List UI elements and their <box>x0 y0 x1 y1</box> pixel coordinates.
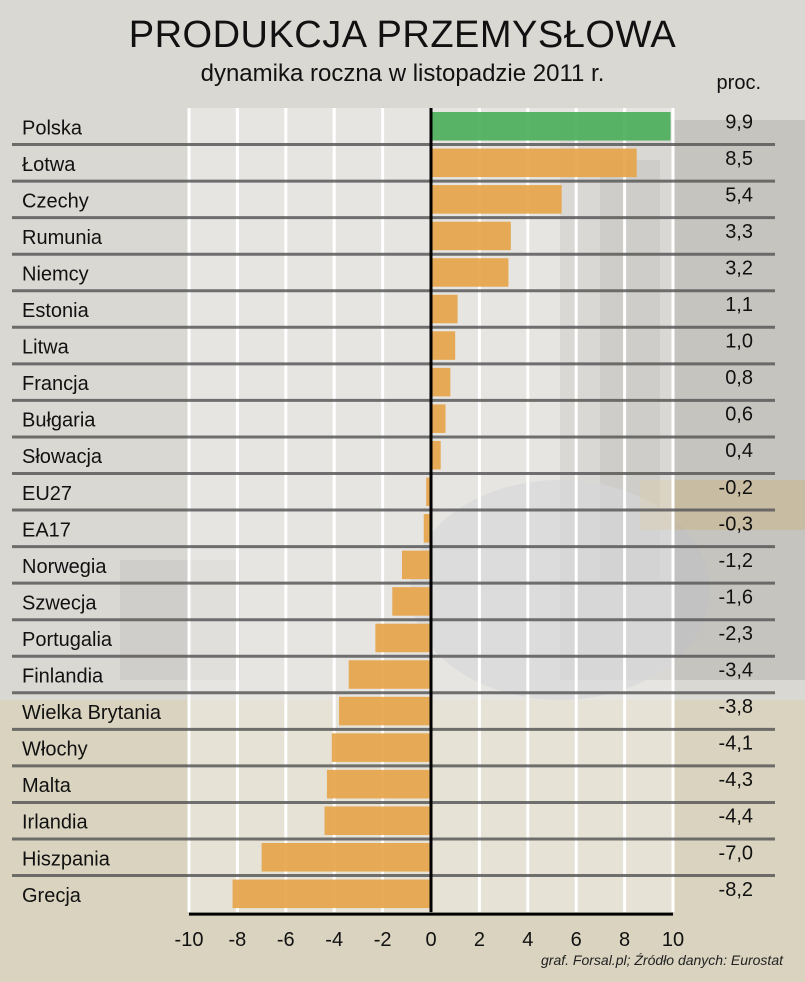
bar <box>431 221 511 251</box>
category-label: Francja <box>22 373 90 395</box>
category-label: Litwa <box>22 337 70 359</box>
category-label: Rumunia <box>22 227 103 249</box>
value-label: 0,8 <box>725 367 753 389</box>
bar <box>326 769 431 799</box>
value-label: 9,9 <box>725 111 753 133</box>
category-label: Malta <box>22 775 72 797</box>
value-label: 8,5 <box>725 148 753 170</box>
value-label: -4,3 <box>719 769 753 791</box>
bar <box>423 514 431 543</box>
bar <box>232 879 431 909</box>
category-label: EU27 <box>22 483 72 505</box>
x-tick-label: 4 <box>522 929 533 951</box>
x-tick-label: -2 <box>374 929 392 951</box>
bar <box>339 696 431 726</box>
category-label: EA17 <box>22 519 71 541</box>
chart-title: PRODUKCJA PRZEMYSŁOWA <box>128 14 677 56</box>
category-label: Irlandia <box>22 812 88 834</box>
value-label: -0,3 <box>719 513 753 535</box>
value-label: -4,4 <box>719 806 753 828</box>
x-tick-label: -4 <box>325 929 343 951</box>
bar <box>431 367 451 397</box>
bar <box>426 477 431 507</box>
value-label: 1,1 <box>725 294 753 316</box>
category-label: Łotwa <box>22 154 76 176</box>
category-label: Finlandia <box>22 666 104 688</box>
bar <box>348 660 431 689</box>
category-label: Bułgaria <box>22 410 96 432</box>
category-label: Polska <box>22 117 83 139</box>
x-tick-label: -6 <box>277 929 295 951</box>
x-tick-label: 6 <box>571 929 582 951</box>
bar <box>431 148 637 178</box>
bar <box>375 623 431 653</box>
value-label: 1,0 <box>725 331 753 353</box>
bar <box>401 550 431 580</box>
bar <box>431 404 446 433</box>
chart-subtitle: dynamika roczna w listopadzie 2011 r. <box>200 60 605 87</box>
value-label: -3,4 <box>719 660 753 682</box>
value-label: 5,4 <box>725 184 753 206</box>
bar <box>261 843 431 872</box>
value-label: -7,0 <box>719 842 753 864</box>
value-label: -0,2 <box>719 477 753 499</box>
source-note: graf. Forsal.pl; Źródło danych: Eurostat <box>541 952 783 968</box>
category-label: Włochy <box>22 739 88 761</box>
bar <box>392 587 431 616</box>
value-label: -8,2 <box>719 879 753 901</box>
category-label: Norwegia <box>22 556 107 578</box>
category-label: Wielka Brytania <box>22 702 162 724</box>
category-label: Słowacja <box>22 446 103 468</box>
category-label: Niemcy <box>22 263 89 285</box>
bar <box>431 294 458 324</box>
value-label: 3,3 <box>725 221 753 243</box>
value-label: 0,4 <box>725 440 753 462</box>
category-label: Grecja <box>22 885 82 907</box>
value-label: -4,1 <box>719 733 753 755</box>
category-label: Czechy <box>22 190 89 212</box>
bar <box>331 733 431 762</box>
x-tick-label: 2 <box>474 929 485 951</box>
value-label: -3,8 <box>719 696 753 718</box>
x-tick-label: 8 <box>619 929 630 951</box>
value-label: 3,2 <box>725 257 753 279</box>
x-tick-label: 0 <box>425 929 436 951</box>
bar <box>431 185 562 214</box>
bar <box>431 112 671 141</box>
category-label: Szwecja <box>22 592 97 614</box>
x-tick-label: -10 <box>175 929 204 951</box>
bar <box>431 258 509 287</box>
value-label: -1,6 <box>719 586 753 608</box>
category-label: Hiszpania <box>22 848 111 870</box>
bar <box>431 440 441 470</box>
value-label: -1,2 <box>719 550 753 572</box>
unit-label: proc. <box>716 72 761 94</box>
bar <box>324 806 431 835</box>
category-label: Estonia <box>22 300 90 322</box>
category-label: Portugalia <box>22 629 113 651</box>
x-tick-label: -8 <box>229 929 247 951</box>
value-label: -2,3 <box>719 623 753 645</box>
value-label: 0,6 <box>725 404 753 426</box>
bar <box>431 331 456 360</box>
x-tick-label: 10 <box>662 929 684 951</box>
